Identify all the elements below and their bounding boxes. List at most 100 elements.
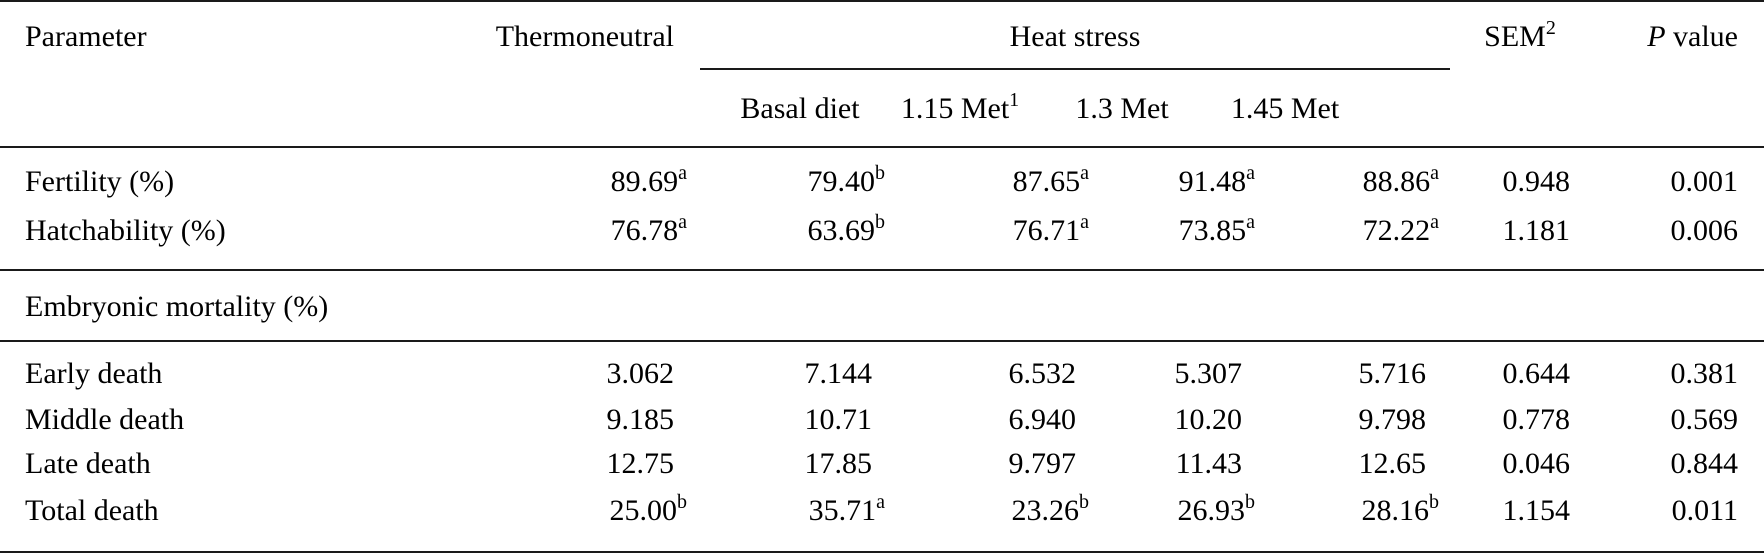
value-number: 88.86 <box>1362 165 1431 198</box>
p-rest: value <box>1665 20 1738 53</box>
row-label: Fertility (%) <box>25 165 175 198</box>
value-cell: 91.48a <box>1042 163 1255 199</box>
value-number: 76.78 <box>610 214 679 247</box>
significance-letter: b <box>875 211 885 233</box>
value-number: 11.43 <box>1175 447 1242 480</box>
value-cell: 26.93b <box>1042 492 1256 528</box>
significance-letter: b <box>1079 491 1089 513</box>
value-cell: 12.75 <box>474 447 675 481</box>
significance-letter: a <box>1430 211 1439 233</box>
value-number: 79.40 <box>807 165 876 198</box>
value-cell: 23.26b <box>876 492 1090 528</box>
subheader-label: 1.15 Met <box>900 92 1010 125</box>
top-rule <box>0 0 1764 2</box>
subheader-3: 1.45 Met <box>1185 92 1385 126</box>
value-cell: 9.797 <box>876 447 1077 481</box>
value-cell: 72.22a <box>1226 212 1439 248</box>
value-cell: 10.71 <box>672 403 873 437</box>
value-number: 28.16 <box>1361 494 1430 527</box>
value-cell: 11.43 <box>1042 447 1242 481</box>
row-label: Late death <box>25 447 151 480</box>
value-number: 72.22 <box>1362 214 1431 247</box>
significance-letter: a <box>1246 162 1255 184</box>
bottom-rule <box>0 551 1764 553</box>
value-number: 25.00 <box>609 494 678 527</box>
value-number: 10.71 <box>804 403 873 436</box>
value-number: 91.48 <box>1178 165 1247 198</box>
header-thermoneutral: Thermoneutral <box>495 20 674 53</box>
significance-letter: a <box>678 211 687 233</box>
value-cell: 63.69b <box>672 212 886 248</box>
value-number: 12.75 <box>606 447 675 480</box>
value-number: 17.85 <box>804 447 873 480</box>
p-value-cell: 0.001 <box>1670 165 1739 198</box>
subheader-1: 1.15 Met1 <box>860 90 1060 126</box>
significance-letter: b <box>1429 491 1439 513</box>
row-label: Hatchability (%) <box>25 214 226 247</box>
value-number: 12.65 <box>1358 447 1427 480</box>
sem-cell: 1.181 <box>1502 214 1571 247</box>
section-rule-2 <box>0 340 1764 342</box>
section-heading-embryonic-mortality: Embryonic mortality (%) <box>25 290 329 323</box>
value-cell: 6.532 <box>876 357 1077 391</box>
value-cell: 88.86 a <box>1226 163 1439 199</box>
value-number: 6.532 <box>1008 357 1077 390</box>
value-number: 35.71 <box>808 494 877 527</box>
value-cell: 35.71a <box>672 492 885 528</box>
value-number: 87.65 <box>1012 165 1081 198</box>
value-number: 63.69 <box>807 214 876 247</box>
value-cell: 5.716 <box>1226 357 1427 391</box>
row-label: Total death <box>25 494 159 527</box>
value-cell: 73.85a <box>1042 212 1255 248</box>
subheader-label: Basal diet <box>740 92 860 125</box>
value-cell: 7.144 <box>672 357 873 391</box>
value-number: 3.062 <box>606 357 675 390</box>
value-cell: 12.65 <box>1226 447 1427 481</box>
p-value-cell: 0.844 <box>1670 447 1739 480</box>
value-number: 23.26 <box>1011 494 1080 527</box>
significance-letter: a <box>678 162 687 184</box>
heat-stress-rule <box>700 68 1450 70</box>
value-cell: 87.65a <box>876 163 1089 199</box>
value-number: 9.185 <box>606 403 675 436</box>
value-number: 9.798 <box>1358 403 1427 436</box>
subheader-label: 1.3 Met <box>1075 92 1169 125</box>
value-cell: 17.85 <box>672 447 873 481</box>
value-number: 9.797 <box>1008 447 1077 480</box>
sem-cell: 0.948 <box>1502 165 1571 198</box>
p-value-cell: 0.011 <box>1671 494 1738 527</box>
value-cell: 79.40b <box>672 163 886 199</box>
value-cell: 76.78a <box>474 212 687 248</box>
row-label: Middle death <box>25 403 185 436</box>
p-value-cell: 0.006 <box>1670 214 1739 247</box>
section-rule-1 <box>0 269 1764 271</box>
value-cell: 6.940 <box>876 403 1077 437</box>
value-cell: 10.20 <box>1042 403 1243 437</box>
value-number: 73.85 <box>1178 214 1247 247</box>
value-cell: 25.00b <box>474 492 688 528</box>
value-cell: 3.062 <box>474 357 675 391</box>
value-number: 89.69 <box>610 165 679 198</box>
sem-cell: 1.154 <box>1502 494 1571 527</box>
significance-letter: b <box>1245 491 1255 513</box>
p-italic: P <box>1647 20 1666 53</box>
value-number: 5.307 <box>1174 357 1243 390</box>
header-sem: SEM2 <box>1450 18 1590 54</box>
value-cell: 9.185 <box>474 403 675 437</box>
value-cell: 28.16b <box>1226 492 1440 528</box>
value-number: 26.93 <box>1177 494 1246 527</box>
sem-cell: 0.644 <box>1502 357 1571 390</box>
sem-label: SEM <box>1484 20 1546 53</box>
value-cell: 89.69a <box>474 163 687 199</box>
significance-letter: b <box>677 491 687 513</box>
value-number: 10.20 <box>1174 403 1243 436</box>
value-cell: 5.307 <box>1042 357 1243 391</box>
value-number: 7.144 <box>804 357 873 390</box>
value-cell: 76.71a <box>876 212 1089 248</box>
header-p-value: P value <box>1600 20 1738 54</box>
header-bottom-rule <box>0 146 1764 148</box>
significance-letter: a <box>1246 211 1255 233</box>
significance-letter: a <box>1080 162 1089 184</box>
row-label: Early death <box>25 357 163 390</box>
